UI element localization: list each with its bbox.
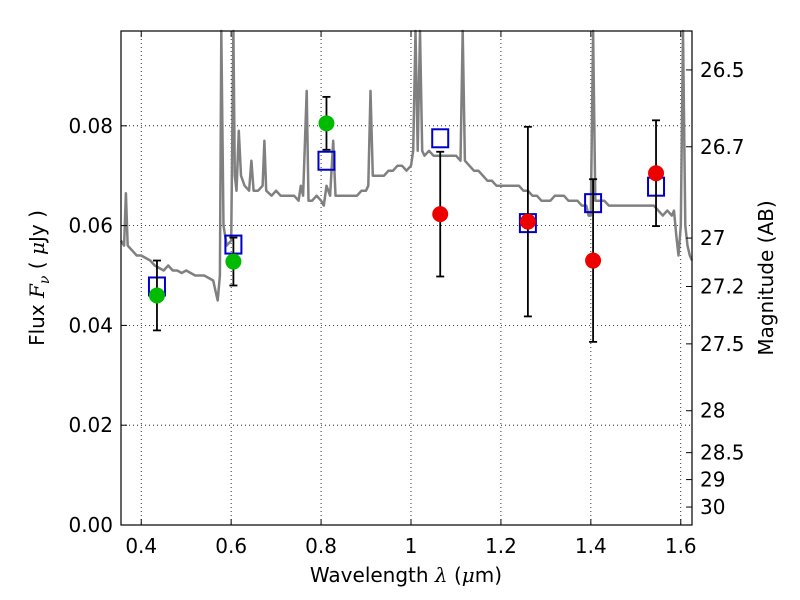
photometry-point	[225, 253, 242, 270]
y2-tick-label: 29	[700, 468, 725, 492]
y-tick-label: 0.06	[68, 214, 113, 238]
y2-tick-label: 26.7	[700, 135, 745, 159]
y-tick-label: 0.02	[68, 413, 113, 437]
model-flux-square	[431, 128, 450, 149]
y-tick-label: 0.00	[68, 513, 113, 537]
x-axis-label: Wavelength λ (μm)	[310, 563, 502, 587]
sed-model-line	[119, 29, 694, 302]
x-tick-label: 1	[405, 534, 418, 558]
photometry-point	[318, 115, 335, 132]
x-tick-label: 0.6	[215, 534, 247, 558]
y2-tick-label: 27.5	[700, 332, 745, 356]
y2-axis-label: Magnitude (AB)	[754, 200, 778, 355]
x-tick-label: 1.2	[485, 534, 517, 558]
line-layer	[119, 29, 694, 302]
photometry-point	[148, 287, 165, 304]
model-flux-square	[317, 150, 336, 171]
y-tick-label: 0.04	[68, 313, 113, 337]
plot-frame	[120, 30, 693, 526]
y2-tick-label: 27	[700, 226, 725, 250]
photometry-point	[519, 213, 536, 230]
photometry-point	[585, 252, 602, 269]
y-axis-label: Flux Fν ( μJy )	[25, 210, 53, 346]
x-tick-label: 0.8	[305, 534, 337, 558]
marker-layer	[147, 95, 666, 343]
y2-tick-label: 28.5	[700, 441, 745, 465]
x-tick-label: 0.4	[125, 534, 157, 558]
photometry-point	[432, 206, 449, 223]
y2-tick-label: 27.2	[700, 274, 745, 298]
x-tick-label: 1.6	[665, 534, 697, 558]
y-tick-label: 0.08	[68, 114, 113, 138]
y2-tick-label: 26.5	[700, 58, 745, 82]
photometry-point	[648, 165, 665, 182]
x-tick-label: 1.4	[575, 534, 607, 558]
y2-tick-label: 28	[700, 399, 725, 423]
y2-tick-label: 30	[700, 495, 725, 519]
tick-layer: 0.4 0.6 0.8 1 1.2 1.4 1.6 0.00 0.02 0.04 0.06 0.08 2…	[68, 31, 745, 558]
